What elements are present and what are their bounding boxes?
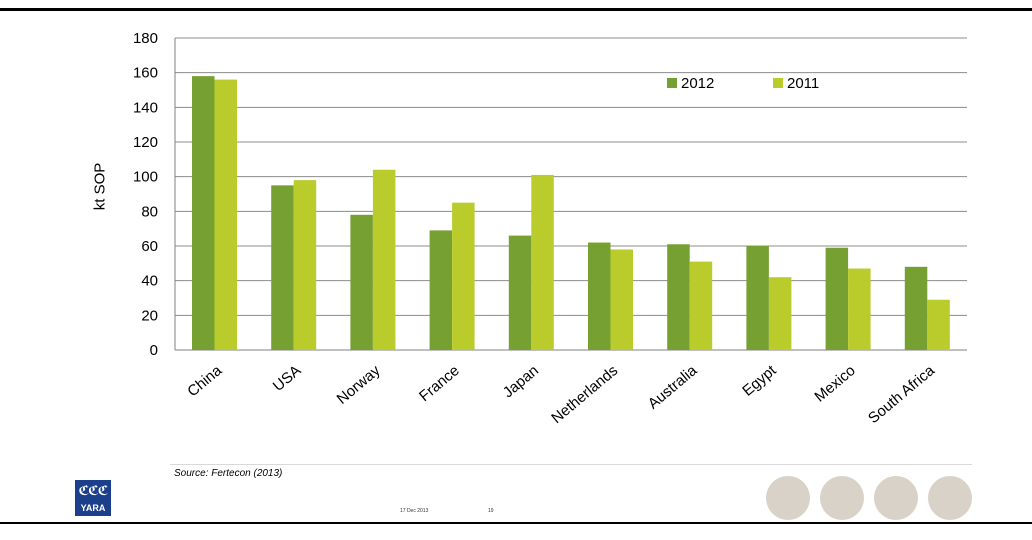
yara-logo-ship-icon: ℭℭℭ bbox=[78, 483, 109, 498]
x-tick-label: Egypt bbox=[739, 362, 780, 400]
bottom-rule bbox=[0, 522, 1032, 524]
x-tick-label: Japan bbox=[500, 362, 542, 401]
bar-2011-mexico bbox=[848, 268, 871, 350]
nav-dot-3 bbox=[874, 476, 918, 520]
bar-2012-egypt bbox=[746, 246, 769, 350]
bar-2012-netherlands bbox=[588, 242, 611, 350]
bar-2011-japan bbox=[531, 174, 554, 350]
nav-dot-4 bbox=[928, 476, 972, 520]
legend-swatch-2012 bbox=[667, 78, 677, 88]
x-tick-label: South Africa bbox=[865, 362, 938, 427]
x-tick-label: Mexico bbox=[811, 362, 858, 406]
yara-logo: ℭℭℭ YARA bbox=[75, 480, 111, 516]
legend-label-2011: 2011 bbox=[787, 75, 819, 92]
bar-2011-france bbox=[452, 202, 475, 350]
bar-2012-australia bbox=[667, 244, 690, 350]
bar-2011-usa bbox=[293, 180, 317, 350]
x-tick-label: China bbox=[184, 362, 225, 401]
y-tick-label: 80 bbox=[141, 203, 158, 220]
page-number: 19 bbox=[488, 508, 494, 514]
x-tick-label: Australia bbox=[645, 362, 701, 413]
bar-2012-norway bbox=[350, 214, 373, 350]
y-tick-label: 120 bbox=[133, 134, 158, 151]
y-tick-label: 100 bbox=[133, 169, 158, 186]
y-tick-label: 0 bbox=[150, 342, 158, 359]
bar-2012-mexico bbox=[825, 247, 849, 350]
x-tick-label: USA bbox=[270, 362, 305, 395]
bar-chart: 0 20 40 60 80 100 120 140 160 180 China USA Norway Fr… bbox=[133, 30, 967, 427]
bar-2012-usa bbox=[271, 185, 294, 350]
top-rule bbox=[0, 8, 1032, 11]
y-axis-label: kt SOP bbox=[91, 162, 109, 211]
y-tick-label: 180 bbox=[133, 30, 158, 47]
bar-2012-japan bbox=[508, 235, 532, 350]
bar-2012-france bbox=[429, 230, 453, 350]
bar-2012-south-africa bbox=[904, 266, 928, 350]
y-tick-label: 140 bbox=[133, 99, 158, 116]
x-tick-label: Norway bbox=[334, 362, 384, 408]
yara-logo-text: YARA bbox=[80, 503, 106, 513]
bar-2011-netherlands bbox=[610, 249, 633, 350]
footer-divider bbox=[170, 464, 972, 465]
bar-2011-australia bbox=[689, 261, 713, 350]
bar-2011-south-africa bbox=[927, 299, 950, 350]
y-tick-label: 160 bbox=[133, 65, 158, 82]
y-tick-label: 20 bbox=[141, 307, 158, 324]
nav-dot-2 bbox=[820, 476, 864, 520]
footer-date: 17 Dec 2013 bbox=[400, 508, 429, 514]
legend-swatch-2011 bbox=[773, 78, 783, 88]
bar-2011-egypt bbox=[768, 277, 792, 350]
legend-label-2012: 2012 bbox=[681, 75, 714, 92]
bar-2012-china bbox=[192, 76, 215, 350]
bar-2011-norway bbox=[372, 169, 396, 350]
nav-dot-1 bbox=[766, 476, 810, 520]
y-tick-label: 60 bbox=[141, 238, 158, 255]
source-note: Source: Fertecon (2013) bbox=[174, 468, 283, 479]
x-tick-label: France bbox=[416, 362, 463, 405]
bar-2011-china bbox=[214, 79, 237, 350]
y-tick-label: 40 bbox=[141, 273, 158, 290]
x-tick-label: Netherlands bbox=[548, 362, 621, 427]
